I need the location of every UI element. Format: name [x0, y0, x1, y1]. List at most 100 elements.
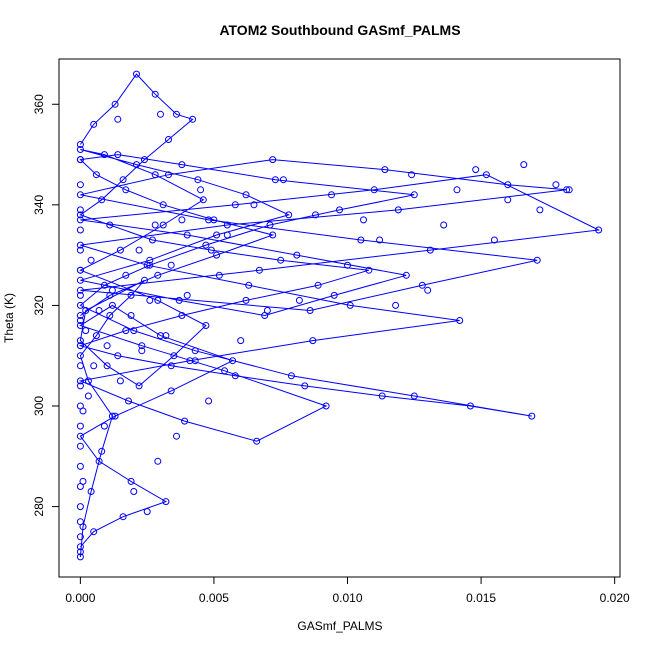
data-point	[426, 246, 434, 254]
data-point	[106, 312, 114, 319]
data-point	[119, 513, 127, 521]
data-point	[231, 372, 239, 380]
data-point	[127, 291, 135, 299]
y-tick-label: 360	[32, 94, 46, 114]
series-line	[78, 149, 601, 557]
data-point	[76, 211, 84, 219]
data-point	[76, 432, 84, 440]
data-point	[79, 477, 87, 485]
data-point	[167, 261, 175, 269]
data-point	[87, 256, 95, 264]
chart-title: ATOM2 Southbound GASmf_PALMS	[219, 22, 460, 38]
data-point	[84, 392, 92, 400]
data-point	[245, 281, 253, 289]
x-axis: 0.000 0.005 0.010 0.015 0.020	[65, 576, 630, 605]
data-point	[154, 271, 162, 279]
data-point	[141, 276, 148, 284]
data-point	[552, 181, 560, 189]
data-point	[205, 216, 213, 224]
data-point	[157, 332, 164, 340]
data-point	[76, 146, 84, 153]
data-point	[76, 442, 84, 450]
data-point	[114, 352, 122, 360]
data-point	[76, 191, 84, 199]
data-point	[76, 337, 84, 345]
data-point	[146, 261, 154, 269]
data-point	[122, 186, 130, 194]
data-point	[312, 211, 319, 219]
data-point	[271, 176, 279, 184]
data-point	[90, 120, 98, 128]
data-point	[76, 422, 84, 430]
x-axis-label: GASmf_PALMS	[297, 619, 382, 633]
x-tick-label: 0.000	[65, 591, 95, 605]
data-point	[250, 201, 258, 209]
data-point	[76, 241, 84, 249]
data-point	[100, 281, 108, 289]
data-point	[76, 246, 84, 254]
data-point	[314, 281, 322, 289]
data-point	[293, 251, 301, 259]
data-point	[536, 206, 544, 214]
data-point	[76, 518, 84, 526]
data-point	[565, 186, 573, 194]
data-point	[595, 226, 603, 234]
data-point	[528, 412, 536, 420]
x-tick-label: 0.005	[199, 591, 229, 605]
data-point	[127, 477, 135, 485]
data-point	[95, 307, 103, 314]
data-point	[76, 322, 84, 329]
data-point	[181, 417, 189, 425]
data-point	[154, 457, 162, 465]
data-point	[456, 317, 464, 324]
data-point	[229, 357, 237, 365]
data-point	[76, 312, 84, 319]
data-point	[149, 236, 156, 244]
data-point	[76, 362, 84, 370]
data-point	[76, 543, 84, 551]
data-point	[116, 246, 124, 254]
data-point	[213, 231, 221, 239]
y-tick-label: 280	[32, 496, 46, 516]
plot-data	[76, 70, 603, 561]
data-point	[197, 186, 205, 194]
data-point	[133, 70, 140, 78]
data-point	[215, 271, 223, 279]
data-point	[84, 377, 92, 385]
data-point	[100, 151, 108, 159]
data-point	[157, 110, 164, 118]
data-point	[76, 291, 84, 299]
data-point	[114, 151, 122, 159]
data-point	[159, 221, 167, 229]
y-tick-label: 320	[32, 295, 46, 315]
data-point	[472, 166, 480, 174]
data-point	[223, 231, 231, 239]
data-point	[178, 161, 186, 169]
data-point	[111, 100, 119, 108]
data-point	[162, 498, 170, 506]
data-point	[191, 357, 199, 365]
data-point	[408, 171, 416, 179]
data-point	[376, 236, 384, 244]
data-point	[76, 266, 84, 274]
data-point	[183, 291, 191, 299]
data-point	[357, 236, 365, 244]
data-point	[285, 211, 293, 219]
data-point	[106, 221, 114, 229]
data-point	[295, 296, 303, 304]
data-point	[76, 317, 84, 324]
data-point	[90, 528, 98, 536]
data-point	[98, 447, 106, 455]
data-point	[263, 307, 271, 314]
data-point	[138, 342, 146, 350]
data-point	[269, 156, 277, 164]
data-point	[178, 312, 186, 319]
x-tick-label: 0.020	[600, 591, 630, 605]
data-point	[170, 352, 178, 360]
series-2	[76, 110, 573, 556]
data-point	[92, 171, 100, 179]
data-point	[141, 156, 148, 164]
y-tick-label: 300	[32, 396, 46, 416]
data-point	[365, 266, 373, 274]
data-point	[98, 196, 106, 204]
